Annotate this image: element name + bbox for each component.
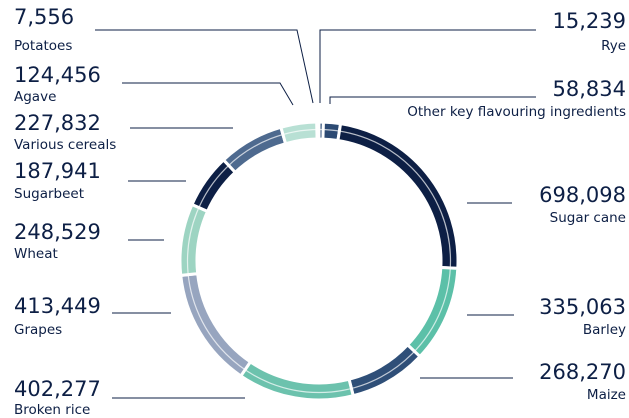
category-label: Barley bbox=[583, 322, 626, 338]
value-label: 7,556 bbox=[14, 5, 74, 29]
value-label: 187,941 bbox=[14, 159, 101, 183]
donut-segment bbox=[347, 342, 423, 398]
donut-segment bbox=[336, 121, 460, 270]
donut-segment bbox=[221, 125, 288, 175]
value-label: 268,270 bbox=[539, 360, 626, 384]
category-label: Sugarbeet bbox=[14, 186, 84, 202]
value-label: 227,832 bbox=[14, 111, 101, 135]
category-label: Other key flavouring ingredients bbox=[407, 104, 626, 120]
category-label: Grapes bbox=[14, 322, 62, 338]
leader-line bbox=[319, 29, 536, 103]
value-label: 248,529 bbox=[14, 220, 101, 244]
leader-line bbox=[329, 96, 536, 104]
category-label: Rye bbox=[601, 38, 626, 54]
category-label: Various cereals bbox=[14, 137, 116, 153]
donut-segment bbox=[190, 157, 238, 214]
leader-line bbox=[122, 82, 294, 106]
donut-segment bbox=[405, 265, 460, 359]
ring-divider bbox=[186, 128, 452, 394]
leader-line bbox=[95, 29, 314, 104]
category-label: Broken rice bbox=[14, 402, 90, 418]
donut-segment bbox=[279, 120, 319, 146]
donut-segment bbox=[178, 202, 210, 278]
value-label: 402,277 bbox=[14, 377, 101, 401]
value-label: 15,239 bbox=[553, 9, 626, 33]
value-label: 413,449 bbox=[14, 294, 101, 318]
donut-segment bbox=[315, 120, 321, 141]
category-label: Potatoes bbox=[14, 38, 72, 54]
value-label: 124,456 bbox=[14, 63, 101, 87]
value-label: 58,834 bbox=[553, 77, 626, 101]
donut-segment bbox=[238, 359, 356, 402]
donut-segment bbox=[179, 272, 253, 379]
category-label: Wheat bbox=[14, 246, 58, 262]
category-label: Agave bbox=[14, 89, 56, 105]
value-label: 698,098 bbox=[539, 183, 626, 207]
category-label: Sugar cane bbox=[550, 210, 626, 226]
value-label: 335,063 bbox=[539, 295, 626, 319]
category-label: Maize bbox=[587, 387, 626, 403]
